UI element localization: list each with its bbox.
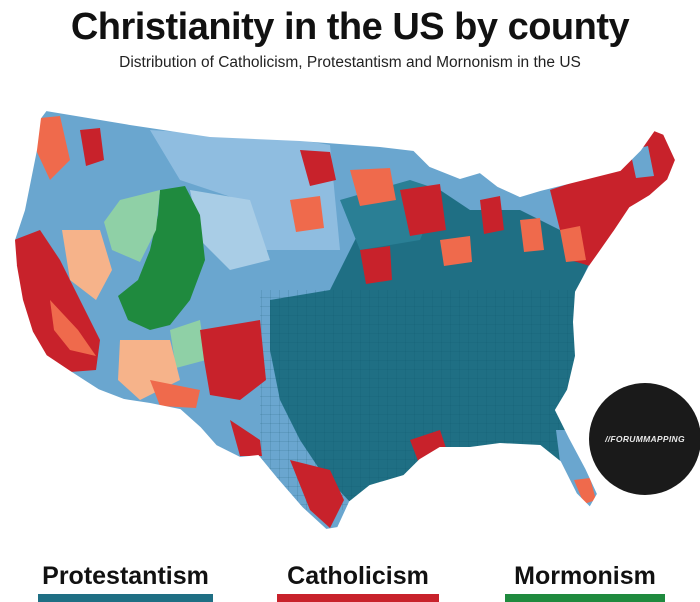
region-northern-plains [150, 130, 340, 250]
legend-mormonism: Mormonism [505, 562, 665, 602]
region-arizona-south [150, 380, 200, 408]
region-california-inland [50, 300, 96, 356]
legend-protestantism: Protestantism [38, 562, 213, 602]
region-idaho-mormon [104, 190, 160, 262]
region-washington-east [80, 128, 104, 166]
region-washington [36, 116, 70, 180]
region-nevada [62, 230, 112, 300]
region-west-texas [230, 420, 262, 456]
region-michigan [480, 196, 504, 234]
legend-mormonism-swatch [505, 594, 665, 602]
region-wisconsin [400, 184, 446, 236]
region-minnesota [350, 168, 396, 206]
region-south-florida [574, 478, 596, 504]
region-south-dakota [290, 196, 324, 232]
region-illinois [440, 236, 472, 266]
legend-catholicism-swatch [277, 594, 439, 602]
legend-catholicism-label: Catholicism [287, 562, 429, 590]
region-south-texas [290, 460, 344, 528]
legend-protestantism-swatch [38, 594, 213, 602]
region-arizona-mormon [170, 320, 206, 368]
county-fill-layer [14, 110, 676, 530]
region-ohio [520, 218, 544, 252]
region-new-mexico-catholic [200, 320, 266, 400]
region-pennsylvania [560, 226, 586, 262]
region-utah-mormon [118, 186, 205, 330]
legend-catholicism: Catholicism [277, 562, 439, 602]
map-subtitle: Distribution of Catholicism, Protestanti… [119, 54, 581, 71]
svg-text://FORUMMAPPING: //FORUMMAPPING [604, 434, 685, 444]
legend-protestantism-label: Protestantism [42, 562, 209, 590]
region-wyoming [190, 190, 270, 270]
region-iowa [360, 246, 392, 284]
legend-mormonism-label: Mormonism [514, 562, 656, 590]
region-north-dakota [300, 150, 336, 186]
map-title: Christianity in the US by county [70, 6, 630, 48]
forummapping-logo: //FORUMMAPPING [589, 383, 700, 495]
